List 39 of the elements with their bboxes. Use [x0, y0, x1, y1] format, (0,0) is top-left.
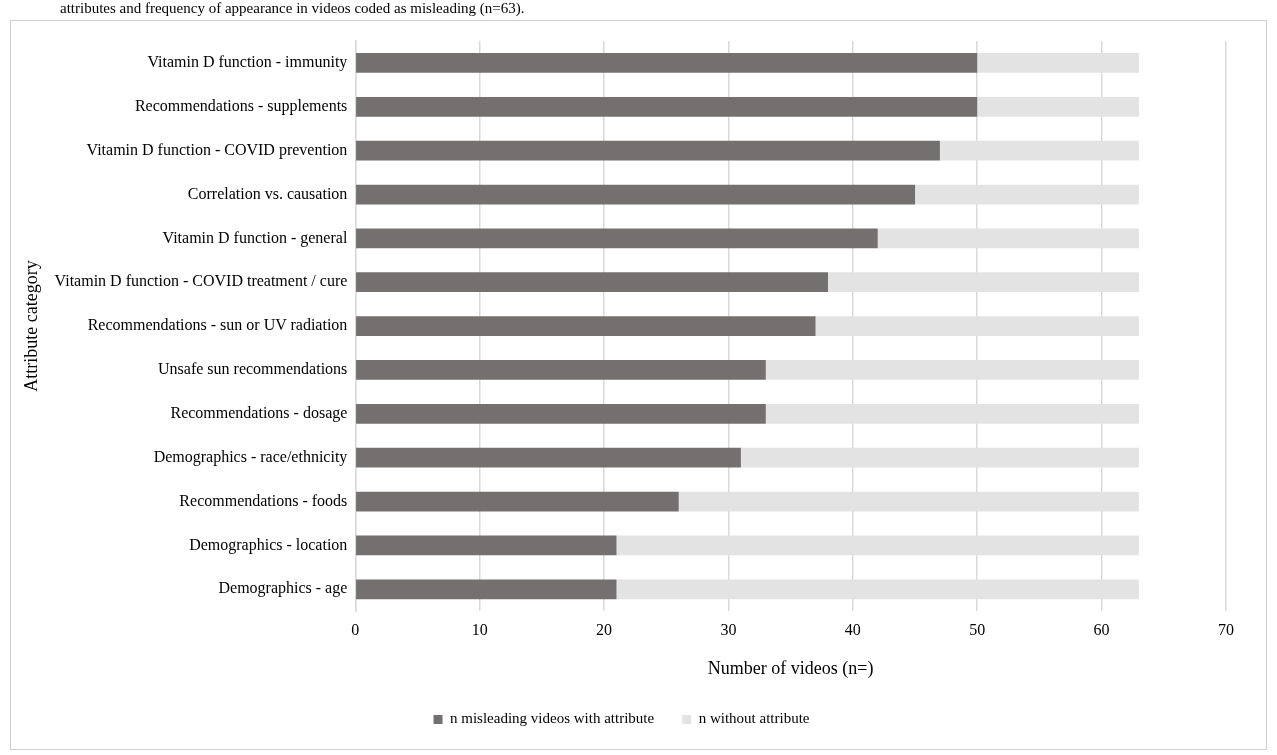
x-tick-label: 20 [596, 621, 613, 638]
bar [356, 403, 766, 424]
bar [356, 272, 828, 293]
bar [356, 140, 940, 161]
y-tick-label: Correlation vs. causation [187, 184, 348, 202]
x-axis-title: Number of videos (n=) [707, 657, 874, 679]
y-tick-label: Recommendations - foods [179, 491, 348, 509]
x-tick-label: 50 [969, 621, 986, 638]
y-tick-label: Recommendations - sun or UV radiation [87, 316, 348, 334]
x-tick-label: 40 [844, 621, 861, 638]
bar [356, 184, 916, 205]
text: attributes and frequency of appearance in videos coded as misleading (n=63). [60, 0, 525, 17]
y-tick-label: Recommendations - dosage [170, 404, 348, 423]
legend-label: n misleading videos with attribute [450, 710, 655, 727]
bar [356, 360, 766, 380]
bar [356, 316, 816, 336]
bar [356, 535, 617, 556]
bar [356, 579, 617, 600]
bar [356, 228, 878, 249]
x-tick-label: 0 [351, 621, 360, 638]
y-tick-label: Unsafe sun recommendations [158, 360, 348, 378]
y-tick-label: Recommendations - supplements [134, 97, 348, 115]
x-tick-label: 60 [1093, 621, 1110, 638]
x-tick-label: 30 [720, 621, 737, 638]
y-axis-title: Attribute category [20, 260, 41, 392]
y-tick-label: Vitamin D function - immunity [147, 53, 348, 72]
y-tick-label: Vitamin D function - COVID treatment / cure [54, 272, 348, 290]
x-tick-label: 10 [471, 621, 488, 638]
y-tick-label: Vitamin D function - general [162, 228, 348, 247]
y-tick-label: Demographics - location [189, 535, 348, 554]
x-tick-label: 70 [1218, 621, 1234, 638]
y-tick-label: Vitamin D function - COVID prevention [86, 140, 348, 159]
bar [356, 491, 679, 512]
bar [356, 53, 978, 73]
y-tick-label: Demographics - age [218, 579, 348, 598]
bar [356, 447, 741, 468]
y-tick-label: Demographics - race/ethnicity [153, 447, 348, 466]
legend-label: n without attribute [698, 710, 810, 727]
bar [356, 96, 978, 117]
